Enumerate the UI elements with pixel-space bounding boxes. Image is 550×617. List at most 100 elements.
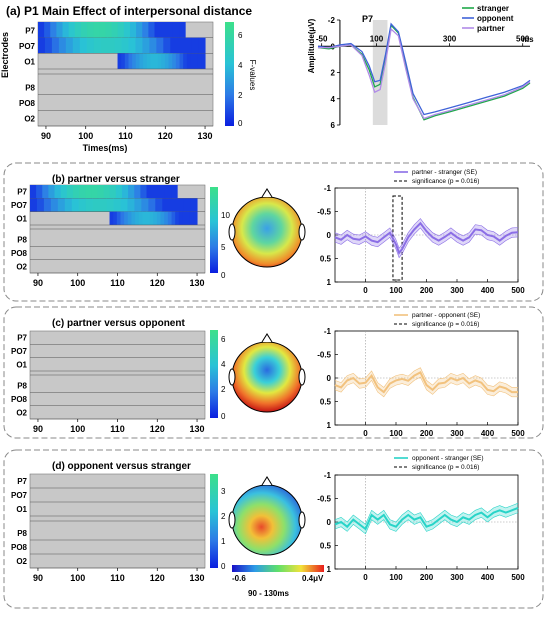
heatmap-cell (175, 53, 181, 69)
panel-d-erp: 0 100 200 300 400 500 -1 -0.5 0 0.5 1 (317, 471, 525, 582)
heatmap-cell (127, 198, 135, 212)
heatmap-row-label: O1 (16, 360, 27, 369)
y-tick-label: 2 (330, 69, 335, 78)
y-tick-label: -1 (324, 327, 332, 336)
heatmap-cell (172, 53, 177, 69)
legend-label-partner: partner (477, 24, 505, 33)
heatmap-cell (58, 37, 67, 54)
heatmap-cell (153, 211, 158, 225)
heatmap-cell (79, 37, 88, 54)
x-tick-label: 130 (190, 573, 205, 583)
heatmap-cell (44, 22, 51, 38)
heatmap-cell (201, 53, 206, 69)
heatmap-cell (191, 37, 199, 54)
heatmap-cell (68, 22, 76, 38)
heatmap-cell (198, 37, 206, 54)
se-upper (334, 367, 518, 388)
y-tick-label: -0.5 (317, 495, 331, 504)
heatmap-cell (65, 37, 74, 54)
heatmap-cell (129, 22, 137, 38)
heatmap-cell (66, 185, 74, 199)
x-tick-label: 100 (70, 424, 85, 434)
panel-c-legend: partner - opponent (SE) significance (p … (394, 312, 480, 328)
heatmap-cell (156, 211, 162, 225)
heatmap-cell (117, 53, 122, 69)
heatmap-cell (103, 185, 111, 199)
heatmap-row-label: PO7 (19, 42, 36, 51)
x-tick-label: 100 (389, 286, 403, 295)
panel-d-title: (d) opponent versus stranger (52, 461, 191, 472)
heatmap-row-label: P8 (17, 382, 27, 391)
heatmap-row-label: P7 (17, 334, 27, 343)
x-tick-label: 100 (78, 131, 93, 141)
panel-a-colorbar-tick: 4 (238, 61, 243, 70)
panel-b-colorbar (210, 187, 218, 273)
panel-a-erp-electrode: P7 (362, 14, 373, 24)
x-tick-label: 100 (70, 278, 85, 288)
x-tick-label: 120 (150, 424, 165, 434)
heatmap-row-label: P8 (17, 529, 27, 538)
heatmap-cell (148, 22, 156, 38)
heatmap-cell (148, 198, 156, 212)
panel-a-title: (a) P1 Main Effect of interpersonal dist… (6, 4, 252, 18)
heatmap-cell (135, 53, 140, 69)
heatmap-cell (128, 185, 135, 199)
panel-a-erp-legend: stranger opponent partner (462, 4, 514, 33)
heatmap-cell (71, 198, 80, 212)
x-tick-label: 110 (110, 573, 125, 583)
x-tick-label: 300 (443, 34, 457, 43)
heatmap-cell (197, 53, 202, 69)
heatmap-cell (134, 198, 142, 212)
heatmap-row-label: O2 (16, 262, 27, 271)
significance-window (392, 195, 403, 281)
heatmap-cell (121, 53, 126, 69)
panel-b-legend: partner - stranger (SE) significance (p … (394, 169, 479, 185)
panel-d-frame (3, 449, 544, 609)
panel-b-erp: 0 100 200 300 400 500 -1 -0.5 0 0.5 1 (317, 184, 525, 295)
heatmap-cell (135, 37, 143, 54)
panel-a-colorbar-tick: 6 (238, 31, 243, 40)
heatmap-cell (150, 53, 155, 69)
heatmap-cell (155, 198, 163, 212)
heatmap-cell (158, 185, 166, 199)
heatmap-cell (116, 211, 121, 225)
heatmap-cell (42, 185, 49, 199)
panel-c-topomap (228, 333, 306, 413)
x-tick-label: 110 (110, 424, 125, 434)
x-tick-label: 120 (150, 573, 165, 583)
heatmap-cell (146, 53, 151, 69)
heatmap-cell (121, 185, 129, 199)
y-tick-label: -0.5 (317, 208, 331, 217)
heatmap-cell (146, 185, 154, 199)
heatmap-cell (177, 37, 185, 54)
heatmap-cell (115, 185, 123, 199)
heatmap-row-label: PO8 (11, 543, 28, 552)
se-band (335, 503, 518, 534)
heatmap-cell (30, 198, 38, 212)
x-tick-label: 100 (370, 34, 384, 43)
heatmap-cell (161, 53, 166, 69)
x-tick-label: 90 (33, 573, 43, 583)
y-tick-label: 0.5 (320, 255, 332, 264)
panel-d-legend: opponent - stranger (SE) significance (p… (394, 455, 484, 471)
heatmap-cell (149, 37, 157, 54)
y-tick-label: 0 (327, 374, 332, 383)
x-tick-label: 200 (420, 573, 434, 582)
heatmap-cell (157, 53, 162, 69)
heatmap-cell (97, 185, 105, 199)
heatmap-cell (169, 198, 177, 212)
y-tick-label: 0.5 (320, 398, 332, 407)
panel-c-frame (3, 306, 544, 439)
panel-c-erp: 0 100 200 300 400 500 -1 -0.5 0 0.5 1 (317, 327, 525, 438)
heatmap-cell (121, 37, 129, 54)
heatmap-cell (106, 198, 115, 212)
heatmap-cell (194, 53, 199, 69)
heatmap-cell (140, 185, 148, 199)
panel-d-heatmap: P7 PO7 O1 P8 PO8 O2 90 100 110 120 130 (11, 473, 206, 583)
heatmap-cell (111, 22, 119, 38)
panel-a-colorbar (225, 22, 234, 126)
panel-a-colorbar-tick: 0 (238, 119, 243, 128)
heatmap-cell (93, 37, 102, 54)
x-tick-label: 500 (511, 573, 525, 582)
heatmap-cell (132, 53, 137, 69)
